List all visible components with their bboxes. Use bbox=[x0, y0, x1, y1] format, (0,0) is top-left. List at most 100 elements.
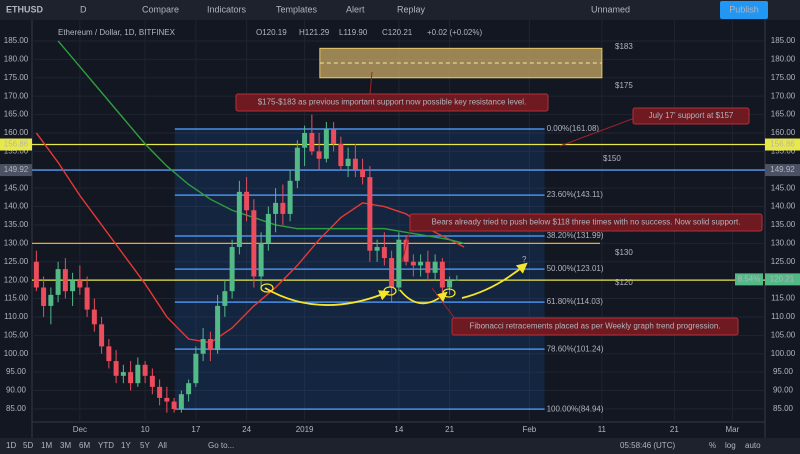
publish-button[interactable] bbox=[720, 1, 768, 19]
candle-body bbox=[99, 324, 105, 347]
question-mark: ? bbox=[522, 255, 527, 264]
callout-text: $175-$183 as previous important support … bbox=[258, 98, 527, 107]
support-arrow bbox=[461, 262, 528, 299]
candle-body bbox=[164, 397, 170, 402]
fib-label: 0.00%(161.08) bbox=[547, 124, 600, 133]
candle-body bbox=[396, 239, 402, 288]
legend-open: O120.19 bbox=[256, 28, 287, 37]
y-tick-label-left: 140.00 bbox=[4, 202, 29, 211]
y-tick-label-left: 120.00 bbox=[4, 275, 29, 284]
candle-body bbox=[273, 202, 279, 214]
goto-button[interactable]: Go to... bbox=[208, 441, 234, 450]
range-button[interactable]: YTD bbox=[98, 441, 114, 450]
publish-label[interactable]: Publish bbox=[729, 4, 759, 14]
candle-body bbox=[171, 401, 177, 409]
candle-body bbox=[389, 258, 395, 288]
candle-body bbox=[447, 280, 453, 288]
support-arrow bbox=[399, 289, 448, 305]
candle-body bbox=[193, 353, 199, 384]
x-tick-label: 21 bbox=[670, 425, 679, 434]
y-tick-label-left: 105.00 bbox=[4, 330, 29, 339]
candle-body bbox=[55, 269, 61, 295]
range-button[interactable]: 1D bbox=[6, 441, 16, 450]
candle-body bbox=[200, 339, 206, 354]
price-note: $130 bbox=[615, 248, 633, 257]
y-tick-label-right: 135.00 bbox=[771, 220, 796, 229]
layout-name[interactable]: Unnamed bbox=[591, 4, 630, 14]
toolbar-item[interactable]: Templates bbox=[276, 4, 318, 14]
range-button[interactable]: 5D bbox=[23, 441, 33, 450]
interval[interactable]: D bbox=[80, 4, 87, 14]
fib-label: 23.60%(143.11) bbox=[547, 190, 604, 199]
candle-body bbox=[77, 280, 83, 288]
scale-option[interactable]: % bbox=[709, 441, 716, 450]
candle-body bbox=[106, 346, 112, 362]
callout-pointer bbox=[559, 115, 641, 147]
candle-body bbox=[128, 372, 134, 384]
range-button[interactable]: All bbox=[158, 441, 167, 450]
y-tick-label-left: 95.00 bbox=[6, 367, 27, 376]
y-tick-label-right: 115.00 bbox=[771, 294, 795, 303]
toolbar-item[interactable]: Alert bbox=[346, 4, 365, 14]
toolbar-item[interactable]: Replay bbox=[397, 4, 426, 14]
candle-body bbox=[374, 247, 380, 251]
legend-title: Ethereum / Dollar, 1D, BITFINEX bbox=[58, 28, 176, 37]
candle-body bbox=[178, 394, 184, 409]
callout-text: July 17' support at $157 bbox=[649, 111, 734, 120]
x-tick-label: 14 bbox=[394, 425, 403, 434]
callout-pointer bbox=[431, 287, 457, 321]
fib-label: 78.60%(101.24) bbox=[547, 344, 604, 353]
candle-body bbox=[222, 291, 228, 306]
candle-body bbox=[323, 129, 329, 159]
fib-label: 50.00%(123.01) bbox=[547, 264, 604, 273]
candle-body bbox=[251, 210, 257, 277]
range-button[interactable]: 6M bbox=[79, 441, 90, 450]
y-tick-label-left: 90.00 bbox=[6, 386, 27, 395]
toolbar-item[interactable]: Compare bbox=[142, 4, 179, 14]
toolbar-item[interactable]: Indicators bbox=[207, 4, 247, 14]
y-tick-label-left: 175.00 bbox=[4, 73, 29, 82]
candle-body bbox=[331, 129, 337, 145]
candle-body bbox=[439, 261, 445, 288]
y-tick-label-left: 155.00 bbox=[4, 146, 29, 155]
candle-body bbox=[403, 239, 409, 262]
x-tick-label: Mar bbox=[725, 425, 739, 434]
y-tick-label-right: 110.00 bbox=[771, 312, 795, 321]
candle-body bbox=[244, 191, 250, 211]
y-tick-label-right: 160.00 bbox=[771, 128, 796, 137]
y-tick-label-right: 90.00 bbox=[773, 386, 794, 395]
ma-line bbox=[35, 132, 465, 344]
symbol[interactable]: ETHUSD bbox=[6, 4, 44, 14]
candle-body bbox=[287, 180, 293, 214]
price-tag-label: 156.86 bbox=[770, 140, 795, 149]
y-tick-label-right: 170.00 bbox=[771, 91, 796, 100]
y-tick-label-right: 165.00 bbox=[771, 110, 796, 119]
fib-label: 61.80%(114.03) bbox=[547, 297, 604, 306]
candle-body bbox=[338, 144, 344, 167]
range-button[interactable]: 1Y bbox=[121, 441, 131, 450]
range-button[interactable]: 1M bbox=[41, 441, 52, 450]
support-arrow bbox=[264, 287, 390, 306]
price-note: $150 bbox=[603, 154, 621, 163]
candle-body bbox=[135, 364, 141, 384]
candle-body bbox=[352, 158, 358, 170]
range-button[interactable]: 5Y bbox=[140, 441, 150, 450]
y-tick-label-right: 145.00 bbox=[771, 183, 796, 192]
y-tick-label-left: 100.00 bbox=[4, 349, 29, 358]
candle-body bbox=[410, 261, 416, 266]
price-note: $175 bbox=[615, 81, 633, 90]
y-tick-label-right: 140.00 bbox=[771, 202, 796, 211]
scale-option[interactable]: auto bbox=[745, 441, 761, 450]
x-tick-label: 10 bbox=[141, 425, 150, 434]
range-button[interactable]: 3M bbox=[60, 441, 71, 450]
candle-body bbox=[62, 269, 68, 292]
support-circle bbox=[442, 288, 456, 298]
x-tick-label: 2019 bbox=[296, 425, 314, 434]
x-tick-label: Feb bbox=[522, 425, 536, 434]
x-tick-label: 11 bbox=[598, 425, 607, 434]
legend-close: C120.21 bbox=[382, 28, 413, 37]
price-tag-label: 156.86 bbox=[4, 140, 29, 149]
candle-body bbox=[120, 372, 126, 376]
scale-option[interactable]: log bbox=[725, 441, 736, 450]
